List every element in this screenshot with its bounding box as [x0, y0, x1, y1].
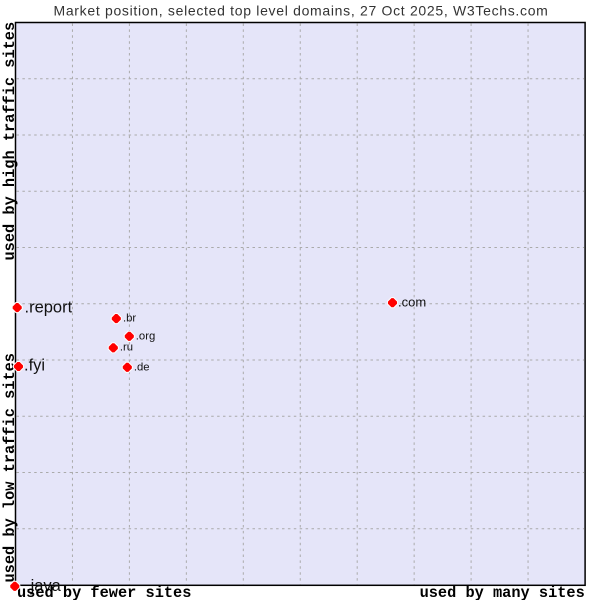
svg-text:used by high traffic sites: used by high traffic sites [1, 22, 19, 261]
svg-text:.de: .de [134, 361, 150, 373]
svg-text:.com: .com [398, 294, 426, 309]
svg-text:.br: .br [123, 313, 136, 325]
svg-text:.ru: .ru [120, 342, 133, 354]
svg-text:.report: .report [25, 298, 73, 316]
svg-text:.java: .java [26, 577, 62, 595]
svg-text:Market position, selected top: Market position, selected top level doma… [53, 3, 548, 19]
svg-text:.fyi: .fyi [24, 357, 45, 375]
svg-text:.org: .org [136, 330, 155, 342]
svg-text:used by fewer sites: used by fewer sites [17, 584, 191, 600]
svg-text:used by low traffic sites: used by low traffic sites [1, 353, 19, 583]
svg-text:used by many sites: used by many sites [420, 584, 585, 600]
